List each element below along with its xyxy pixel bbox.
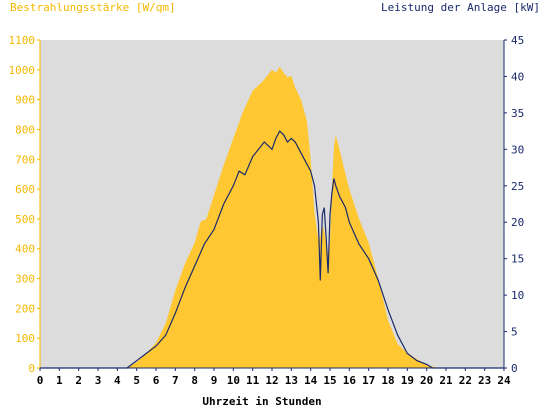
x-tick-label: 1 xyxy=(56,374,63,387)
left-tick-label: 600 xyxy=(15,183,35,196)
x-tick-label: 22 xyxy=(459,374,472,387)
x-tick-label: 21 xyxy=(439,374,453,387)
left-tick-label: 100 xyxy=(15,332,35,345)
x-axis-label: Uhrzeit in Stunden xyxy=(202,395,321,408)
x-tick-label: 16 xyxy=(343,374,357,387)
left-tick-label: 900 xyxy=(15,94,35,107)
x-tick-label: 7 xyxy=(172,374,179,387)
left-tick-label: 500 xyxy=(15,213,35,226)
right-tick-label: 0 xyxy=(511,362,518,375)
x-tick-label: 17 xyxy=(362,374,375,387)
left-tick-label: 400 xyxy=(15,243,35,256)
right-tick-label: 5 xyxy=(511,326,518,339)
irradiance-area xyxy=(40,66,504,369)
x-tick-label: 6 xyxy=(153,374,160,387)
x-tick-label: 0 xyxy=(37,374,44,387)
x-tick-label: 14 xyxy=(304,374,318,387)
left-tick-label: 1000 xyxy=(9,64,36,77)
right-axis-label: Leistung der Anlage [kW] xyxy=(381,1,540,14)
power-line xyxy=(40,130,504,369)
x-tick-label: 9 xyxy=(211,374,218,387)
x-tick-label: 5 xyxy=(133,374,140,387)
x-tick-label: 2 xyxy=(75,374,82,387)
x-tick-label: 20 xyxy=(420,374,433,387)
left-tick-label: 800 xyxy=(15,123,35,136)
left-tick-label: 300 xyxy=(15,273,35,286)
right-tick-label: 10 xyxy=(511,289,524,302)
x-tick-label: 23 xyxy=(478,374,491,387)
left-tick-label: 200 xyxy=(15,302,35,315)
x-tick-label: 15 xyxy=(323,374,336,387)
left-tick-label: 0 xyxy=(28,362,35,375)
x-tick-label: 24 xyxy=(497,374,511,387)
right-tick-label: 20 xyxy=(511,216,524,229)
x-tick-label: 11 xyxy=(246,374,260,387)
x-tick-label: 10 xyxy=(227,374,240,387)
right-tick-label: 15 xyxy=(511,253,524,266)
right-tick-label: 30 xyxy=(511,143,524,156)
left-axis-label: Bestrahlungsstärke [W/qm] xyxy=(10,1,176,14)
x-tick-label: 12 xyxy=(265,374,278,387)
x-tick-label: 18 xyxy=(381,374,394,387)
right-tick-label: 45 xyxy=(511,34,524,47)
x-tick-label: 3 xyxy=(95,374,102,387)
right-tick-label: 40 xyxy=(511,70,524,83)
right-tick-label: 35 xyxy=(511,107,524,120)
left-tick-label: 1100 xyxy=(9,34,36,47)
right-tick-label: 25 xyxy=(511,180,524,193)
x-tick-label: 19 xyxy=(401,374,414,387)
x-tick-label: 8 xyxy=(191,374,198,387)
x-tick-label: 4 xyxy=(114,374,121,387)
x-tick-label: 13 xyxy=(285,374,298,387)
left-tick-label: 700 xyxy=(15,153,35,166)
